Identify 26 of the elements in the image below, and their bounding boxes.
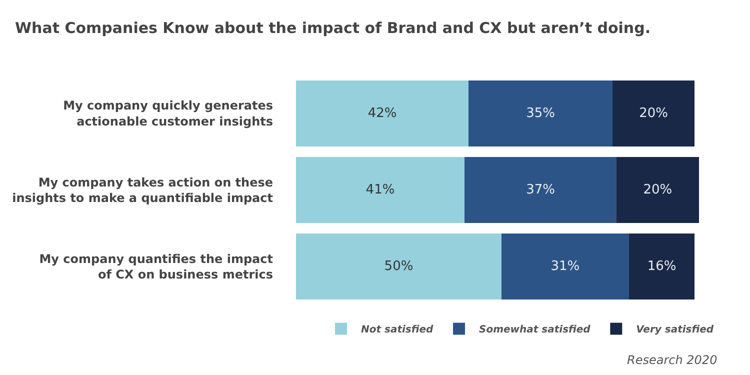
y-tick-label: My company takes action on these insights to make a quantifiable impact [12,175,274,205]
data-label: 35% [526,106,556,121]
bar [464,157,617,223]
bar [296,234,502,300]
data-label: 16% [647,259,676,274]
chart-title: What Companies Know about the impact of Brand and CX but aren’t doing. [15,19,651,37]
text: Research 2020 [627,353,718,367]
data-label: 20% [643,182,672,198]
bar [612,80,695,146]
legend-label: Not satisfied [361,324,434,336]
legend-label: Somewhat satisfied [479,324,592,336]
bar [502,234,629,300]
bar [616,157,699,223]
data-label: 50% [384,259,414,274]
data-label: 42% [368,106,397,121]
data-label: 31% [550,259,580,274]
bar [296,157,465,223]
legend-label: Very satisfied [636,324,714,336]
data-label: 37% [526,182,556,198]
bar [628,234,695,300]
y-tick-label: My company quantifies the impact of CX on business metrics [39,252,274,282]
bar [468,80,612,146]
data-label: 20% [639,106,668,121]
data-label: 41% [366,182,395,198]
bar [296,80,469,146]
y-tick-label: My company quickly generates actionable customer insights [63,98,273,128]
